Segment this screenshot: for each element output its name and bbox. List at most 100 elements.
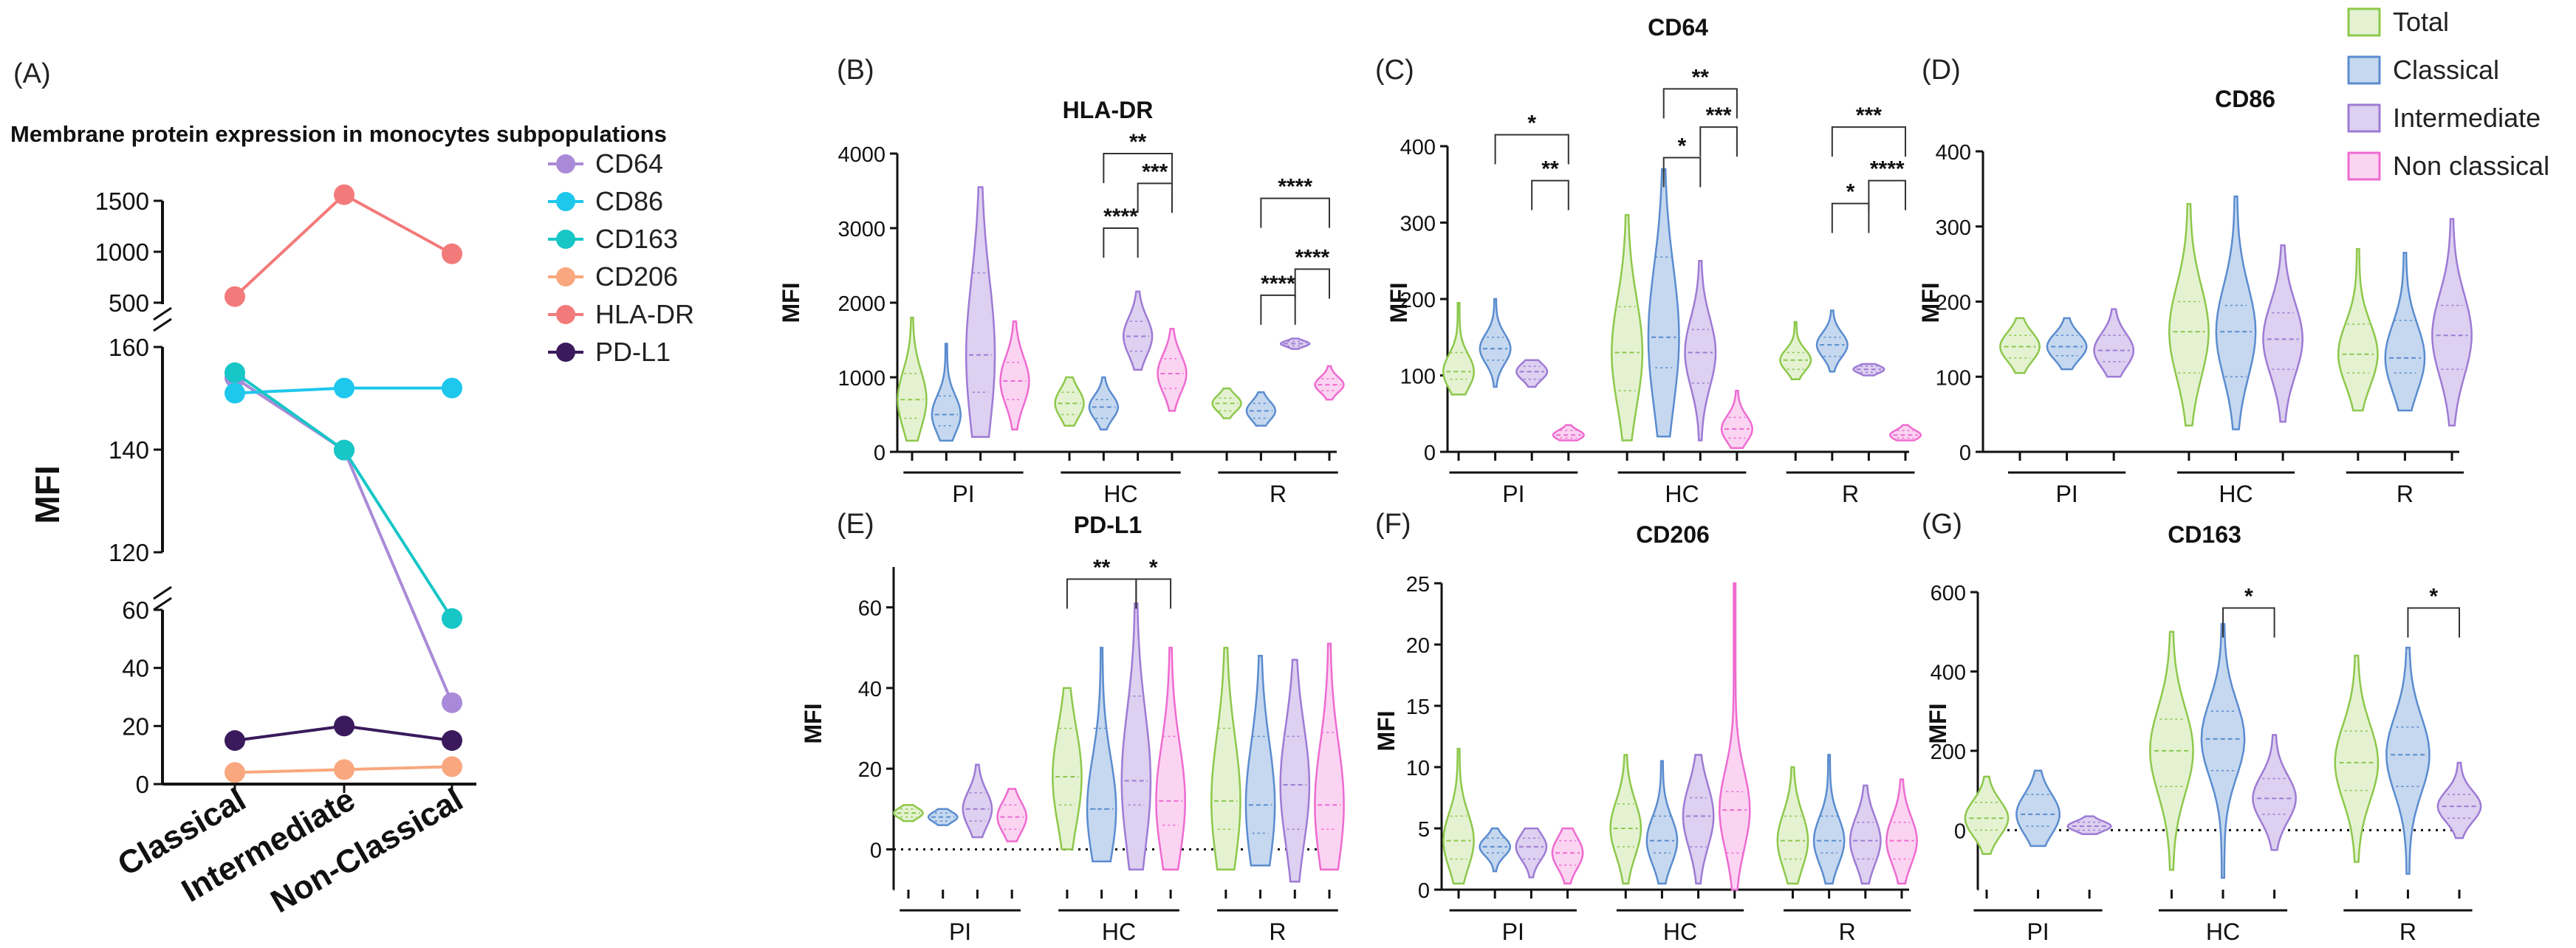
violin-classical [1244,654,1276,867]
panel-f: (F) CD206 MFI 0 5 10 15 20 25 PI HC R [1373,509,1918,945]
y-tick-label: 100 [1936,366,1971,390]
group-label-pi: PI [949,918,971,945]
significance-bracket [1868,179,1906,210]
y-tick-label: 140 [109,436,149,464]
y-tick-label: 500 [109,289,149,317]
panel-label: (E) [837,509,874,540]
violin-nonclassical [1885,778,1918,885]
significance-label: **** [1295,246,1329,270]
y-tick-label: 25 [1406,573,1430,597]
chart-title: PD-L1 [1074,512,1142,538]
significance-label: ** [1541,157,1559,182]
y-tick-label: 400 [1931,661,1966,684]
legend: Total Classical Intermediate Non classical [2347,7,2549,181]
axis-break [153,585,172,600]
violin-nonclassical [1888,424,1922,442]
y-tick-label: 1000 [837,367,886,391]
violin-classical [2015,769,2061,848]
violin-nonclassical [1720,389,1753,450]
y-tick-label: 0 [1959,442,1971,465]
y-tick-label: 600 [1931,582,1966,605]
legend-label-total: Total [2393,7,2449,37]
significance-bracket [1137,182,1173,213]
y-tick-label: 20 [858,758,882,782]
significance-label: * [1527,111,1536,135]
y-axis-label: MFI [800,703,826,743]
group-label-r: R [2399,918,2416,945]
violin-total [1210,646,1241,870]
panel-d: (D) CD86 MFI 0 100 200 300 400 PI HC R [1917,55,2473,507]
violin-total [1442,301,1476,396]
data-point-cd163 [442,608,462,629]
violin-total [2168,202,2210,427]
group-label-hc: HC [2206,918,2240,945]
violin-classical [1086,646,1117,863]
violin-total [1052,687,1083,851]
violin-total [1442,747,1475,885]
violin-intermediate [965,186,996,439]
legend-label: HLA-DR [595,299,694,329]
significance-label: * [1846,180,1855,205]
series-line-cd64 [233,377,453,704]
axis-break [153,317,172,332]
significance-label: **** [1870,157,1905,182]
violin-intermediate [1279,659,1311,883]
significance-label: * [2244,584,2253,608]
significance-bracket [2222,607,2275,638]
legend-label: CD86 [595,186,663,216]
legend-marker [556,192,575,211]
violin-classical [1812,754,1846,885]
legend-label: CD64 [595,148,663,179]
violin-intermediate [1120,602,1152,870]
violin-intermediate [1515,827,1548,879]
legend-label-classical: Classical [2393,55,2499,85]
panel-label: (B) [837,55,874,86]
group-label-hc: HC [1102,918,1136,945]
violin-total [1999,317,2041,374]
panel-label: (G) [1922,509,1962,540]
group-label-r: R [2397,481,2414,507]
violin-total [2337,248,2379,412]
y-tick-label: 200 [1936,292,1971,315]
significance-label: **** [1278,175,1312,199]
y-tick-label: 0 [136,771,149,798]
legend-swatch-nonclassical [2347,151,2381,181]
violin-classical [1647,168,1680,438]
violin-nonclassical [1314,365,1345,401]
significance-bracket [1699,126,1738,157]
data-point-cd163 [334,439,354,461]
violin-classical [1815,309,1849,373]
panel-label: (C) [1375,55,1414,86]
legend-swatch-total [2347,7,2381,37]
violin-intermediate [1122,290,1154,371]
violin-total [1609,754,1642,885]
significance-bracket [1135,578,1172,609]
panel-a: (A) Membrane protein expression in monocy… [10,58,694,920]
violin-nonclassical [1718,582,1751,891]
group-label-r: R [1269,918,1286,945]
legend-label: CD206 [595,261,678,292]
data-point-cd206 [442,756,462,777]
significance-bracket [1103,153,1173,183]
violin-intermediate [2262,244,2304,423]
chart-title: Membrane protein expression in monocytes… [10,121,667,147]
violin-nonclassical [1314,642,1345,870]
y-tick-label: 60 [122,597,149,624]
panel-g: (G) CD163 MFI 0 200 400 600 PI HC R * * [1922,509,2482,945]
legend-marker [556,267,575,286]
legend-label: CD163 [595,224,678,254]
data-point-cd163 [225,362,245,383]
violin-nonclassical [999,320,1030,430]
significance-label: * [1149,555,1158,580]
violin-intermediate [2066,815,2112,836]
chart-title: CD163 [2168,521,2241,548]
violin-classical [931,343,962,442]
data-point-hla-dr [225,286,245,307]
violin-intermediate [2431,218,2473,427]
data-point-cd86 [334,377,354,399]
y-tick-label: 15 [1406,695,1430,719]
significance-label: ** [1129,130,1147,154]
significance-bracket [1662,88,1738,119]
group-label-r: R [1842,481,1859,507]
